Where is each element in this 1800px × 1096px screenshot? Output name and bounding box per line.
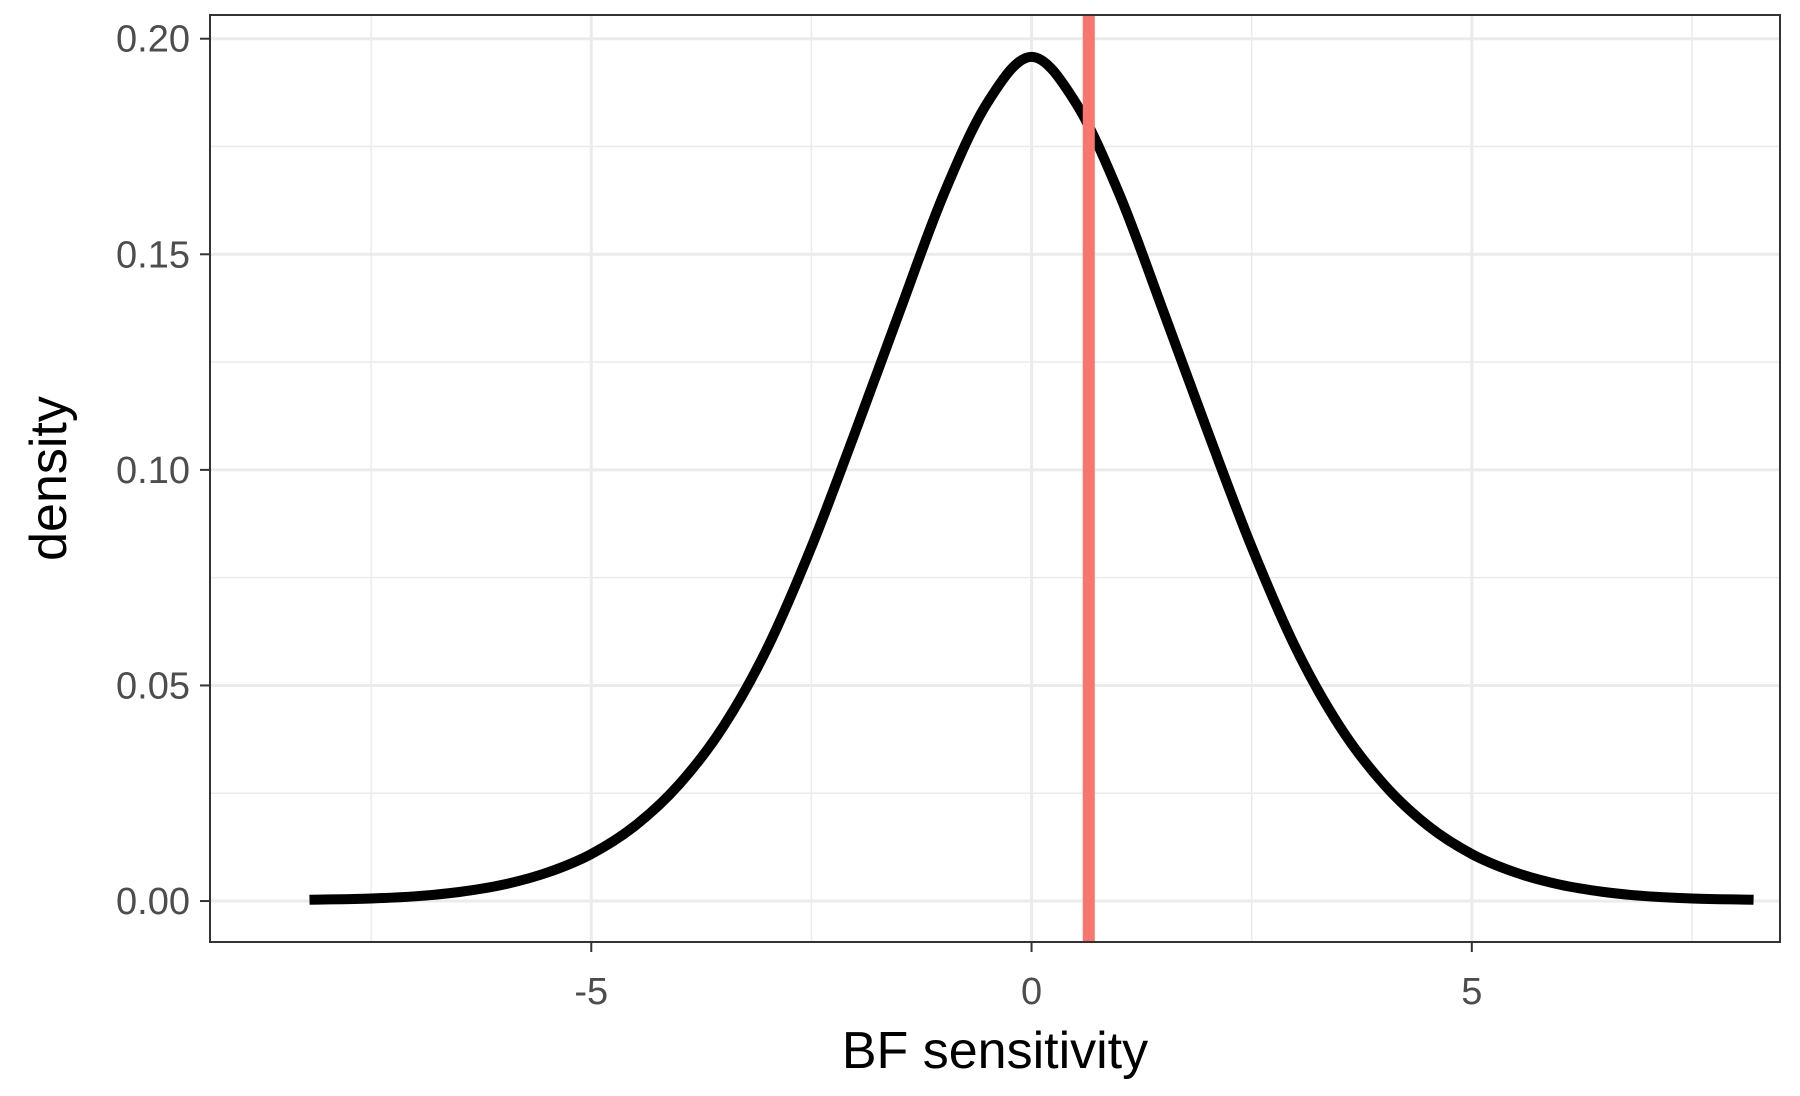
x-tick-label: -5: [574, 971, 608, 1013]
x-tick-label: 0: [1021, 971, 1042, 1013]
y-axis-title: density: [20, 396, 78, 561]
y-tick-label: 0.05: [116, 665, 190, 707]
panel-background: [210, 15, 1780, 942]
x-axis-ticks: -5 0 5: [574, 942, 1482, 1013]
grid-major: [210, 15, 1780, 942]
density-curve: [309, 51, 1754, 905]
y-tick-label: 0.20: [116, 19, 190, 61]
y-tick-label: 0.15: [116, 234, 190, 276]
x-tick-label: 5: [1461, 971, 1482, 1013]
panel-border: [209, 14, 1781, 943]
y-axis-ticks: 0.00 0.05 0.10 0.15 0.20: [116, 19, 210, 923]
series-layer: [309, 51, 1754, 905]
y-tick-label: 0.10: [116, 450, 190, 492]
grid-minor: [210, 15, 1780, 942]
y-tick-label: 0.00: [116, 881, 190, 923]
x-axis-title: BF sensitivity: [842, 1022, 1148, 1080]
